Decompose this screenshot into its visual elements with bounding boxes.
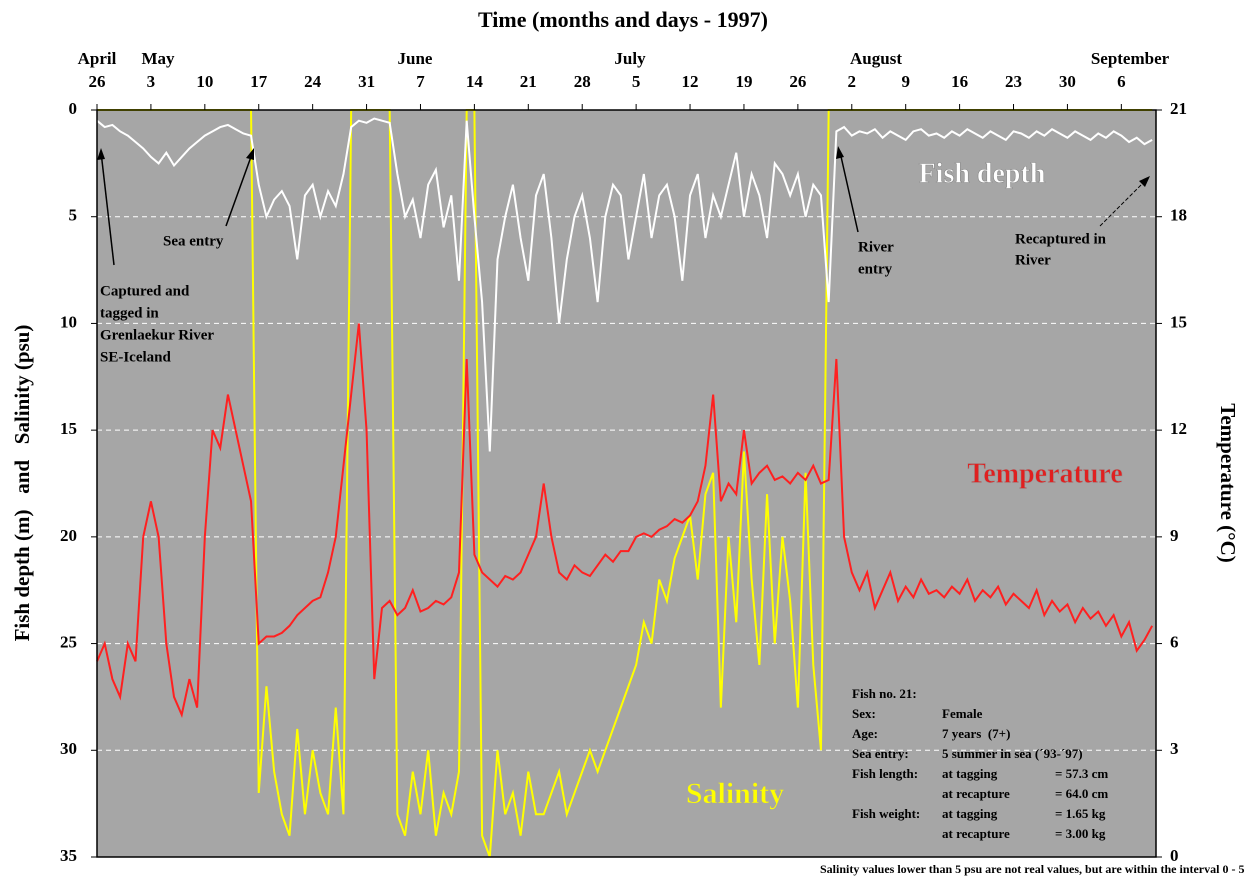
y2-tick-label: 3 [1170, 739, 1179, 758]
info-text: Age: [852, 726, 878, 741]
series-line [96, 117, 1153, 452]
info-text: Fish weight: [852, 806, 920, 821]
info-text: 7 years (7+) [942, 726, 1010, 741]
info-text: = 64.0 cm [1055, 786, 1108, 801]
plot-area [97, 110, 1156, 857]
info-text: Female [942, 706, 983, 721]
y2-tick-label: 15 [1170, 312, 1187, 331]
y-tick-label: 20 [60, 526, 77, 545]
annotation: SE-Iceland [100, 349, 172, 365]
arrow-head [97, 148, 105, 160]
arrow [100, 151, 115, 266]
plot-border [96, 109, 1157, 858]
info-text: at recapture [942, 786, 1010, 801]
arrow-head [836, 146, 844, 159]
y2-tick-label: 6 [1170, 632, 1179, 651]
series-label: Salinity [686, 777, 784, 810]
x-tick-label: 5 [632, 72, 641, 91]
month-label: August [850, 49, 902, 68]
x-tick-label: 16 [951, 72, 968, 91]
arrow-head [1139, 176, 1150, 187]
annotation: Sea entry [163, 233, 224, 249]
annotation: Recaptured in [1015, 231, 1107, 247]
annotation: tagged in [100, 305, 159, 321]
x-tick-label: 2 [848, 72, 857, 91]
month-label: May [141, 49, 175, 68]
info-text: Sex: [852, 706, 876, 721]
info-text: Fish length: [852, 766, 918, 781]
x-tick-label: 28 [574, 72, 591, 91]
x-tick-label: 30 [1059, 72, 1076, 91]
info-text: at tagging [942, 806, 998, 821]
arrow [225, 153, 253, 227]
x-tick-label: 10 [196, 72, 213, 91]
chart-title: Time (months and days - 1997) [478, 7, 768, 32]
arrow [1099, 179, 1147, 227]
y2-tick-label: 18 [1170, 206, 1187, 225]
y2-tick-label: 21 [1170, 99, 1187, 118]
x-tick-label: 14 [466, 72, 484, 91]
series-label: Temperature [967, 458, 1123, 489]
y2-axis-title: Temperature (°C) [1216, 403, 1240, 562]
x-tick-label: 9 [901, 72, 910, 91]
series-label: Fish depth [919, 158, 1046, 189]
y2-tick-label: 9 [1170, 526, 1179, 545]
arrow-head [246, 148, 254, 160]
info-text: = 57.3 cm [1055, 766, 1108, 781]
x-tick-label: 24 [304, 72, 322, 91]
annotation: entry [858, 261, 893, 277]
info-text: at recapture [942, 826, 1010, 841]
y-tick-label: 10 [60, 312, 77, 331]
month-label: April [78, 49, 117, 68]
annotation: River [858, 239, 894, 255]
info-text: = 3.00 kg [1055, 826, 1106, 841]
y-tick-label: 35 [60, 846, 77, 865]
series-line [96, 323, 1154, 718]
x-tick-label: 26 [789, 72, 806, 91]
x-tick-label: 17 [250, 72, 268, 91]
y-axis-title: Fish depth (m) and Salinity (psu) [10, 325, 34, 642]
month-label: July [614, 49, 646, 68]
y-tick-label: 0 [69, 99, 78, 118]
x-tick-label: 19 [735, 72, 752, 91]
info-text: Sea entry: [852, 746, 909, 761]
arrow [839, 151, 859, 233]
x-tick-label: 3 [147, 72, 156, 91]
y-tick-label: 25 [60, 632, 77, 651]
x-tick-label: 7 [416, 72, 425, 91]
annotation: Grenlaekur River [100, 327, 214, 343]
info-text: = 1.65 kg [1055, 806, 1106, 821]
info-text: Fish no. 21: [852, 686, 917, 701]
x-tick-label: 21 [520, 72, 537, 91]
y2-tick-label: 12 [1170, 419, 1187, 438]
x-tick-label: 23 [1005, 72, 1022, 91]
month-label: September [1091, 49, 1170, 68]
x-tick-label: 12 [682, 72, 699, 91]
x-tick-label: 6 [1117, 72, 1126, 91]
x-tick-label: 31 [358, 72, 375, 91]
y-tick-label: 30 [60, 739, 77, 758]
x-tick-label: 26 [89, 72, 106, 91]
info-text: 5 summer in sea (´93-´97) [942, 746, 1083, 761]
annotation: River [1015, 252, 1051, 268]
month-label: June [398, 49, 433, 68]
y2-tick-label: 0 [1170, 846, 1179, 865]
info-text: at tagging [942, 766, 998, 781]
y-tick-label: 5 [69, 206, 78, 225]
y-tick-label: 15 [60, 419, 77, 438]
footnote: Salinity values lower than 5 psu are not… [820, 862, 1246, 876]
annotation: Captured and [100, 283, 190, 299]
